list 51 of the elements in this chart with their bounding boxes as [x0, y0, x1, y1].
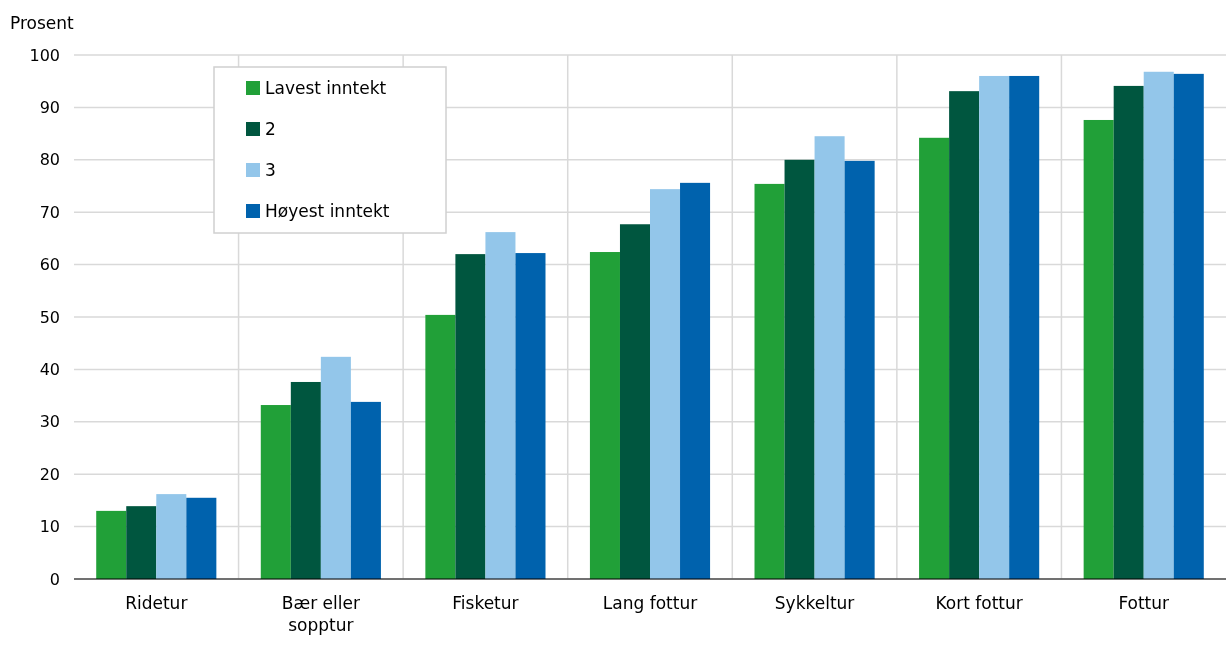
y-tick-label: 30 — [39, 412, 60, 432]
bar — [589, 252, 620, 579]
x-tick-label: Sykkeltur — [774, 593, 855, 613]
bar — [1173, 73, 1204, 579]
bar — [156, 494, 187, 579]
bar — [650, 189, 681, 579]
x-tick-label: Bær eller sopptur — [281, 593, 360, 635]
y-tick-label: 10 — [39, 517, 60, 537]
y-tick-label: 80 — [39, 150, 60, 170]
bar — [455, 254, 486, 579]
bar — [680, 182, 711, 579]
bar — [1009, 75, 1040, 579]
x-tick-label: Kort fottur — [935, 593, 1023, 613]
bar — [260, 405, 291, 579]
y-tick-label: 100 — [29, 45, 60, 65]
bar — [126, 506, 157, 579]
bar — [1113, 85, 1144, 579]
bar — [979, 75, 1010, 579]
bar — [1083, 119, 1114, 579]
bar — [515, 253, 546, 579]
bar — [320, 356, 351, 579]
bar — [425, 314, 456, 579]
y-tick-label: 90 — [39, 98, 60, 117]
legend-label: 3 — [265, 159, 276, 180]
y-axis-title: Prosent — [10, 13, 75, 33]
bar — [814, 136, 845, 579]
bar — [619, 224, 650, 579]
x-tick-label: Fisketur — [452, 593, 519, 613]
x-tick-label: Lang fottur — [602, 593, 698, 613]
bar — [485, 232, 516, 579]
bar — [96, 510, 127, 579]
legend-label: Lavest inntekt — [265, 77, 387, 98]
bar — [754, 183, 785, 579]
y-tick-label: 50 — [39, 307, 60, 327]
y-tick-label: 40 — [39, 360, 60, 379]
bar — [1143, 71, 1174, 579]
y-tick-label: 70 — [39, 202, 60, 222]
bar — [784, 159, 815, 579]
y-tick-label: 60 — [39, 255, 60, 275]
x-tick-label: Fottur — [1118, 593, 1170, 613]
legend-label: 2 — [265, 118, 276, 139]
bar — [919, 137, 950, 579]
bar — [844, 160, 875, 579]
bar — [290, 381, 321, 579]
x-tick-label: Ridetur — [125, 593, 188, 613]
bar — [350, 401, 381, 579]
bar — [949, 91, 980, 579]
bar — [186, 497, 217, 579]
y-tick-label: 0 — [49, 569, 60, 589]
y-tick-label: 20 — [39, 464, 60, 484]
legend-label: Høyest inntekt — [265, 200, 390, 221]
